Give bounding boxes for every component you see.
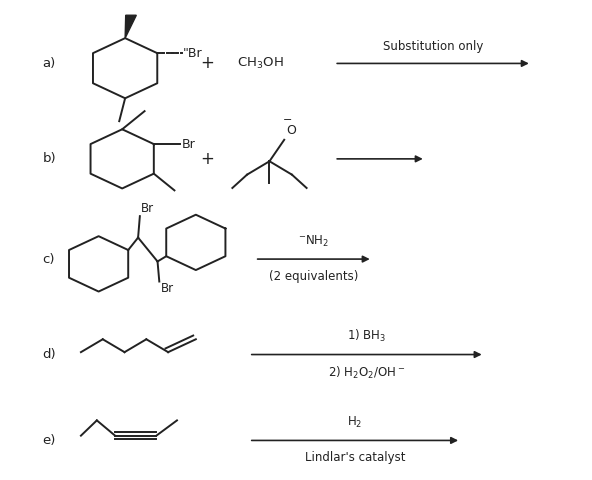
Text: O: O (286, 124, 296, 137)
Text: −: − (282, 115, 292, 124)
Text: H$_2$: H$_2$ (348, 415, 363, 430)
Text: Br: Br (160, 282, 173, 296)
Polygon shape (125, 15, 136, 38)
Text: CH$_3$OH: CH$_3$OH (237, 56, 284, 71)
Text: b): b) (43, 152, 56, 166)
Text: Lindlar's catalyst: Lindlar's catalyst (305, 451, 405, 464)
Text: 2) H$_2$O$_2$/OH$^-$: 2) H$_2$O$_2$/OH$^-$ (328, 365, 406, 381)
Text: +: + (201, 150, 214, 168)
Text: +: + (201, 54, 214, 72)
Text: "Br: "Br (183, 47, 203, 60)
Text: a): a) (43, 57, 56, 70)
Text: 1) BH$_3$: 1) BH$_3$ (347, 328, 387, 344)
Text: (2 equivalents): (2 equivalents) (269, 270, 358, 283)
Text: d): d) (43, 348, 56, 361)
Text: $^{-}$NH$_2$: $^{-}$NH$_2$ (298, 233, 329, 249)
Text: Br: Br (141, 202, 154, 215)
Text: e): e) (43, 434, 56, 447)
Text: c): c) (43, 252, 55, 265)
Text: Br: Br (182, 138, 195, 151)
Text: Substitution only: Substitution only (383, 40, 483, 53)
